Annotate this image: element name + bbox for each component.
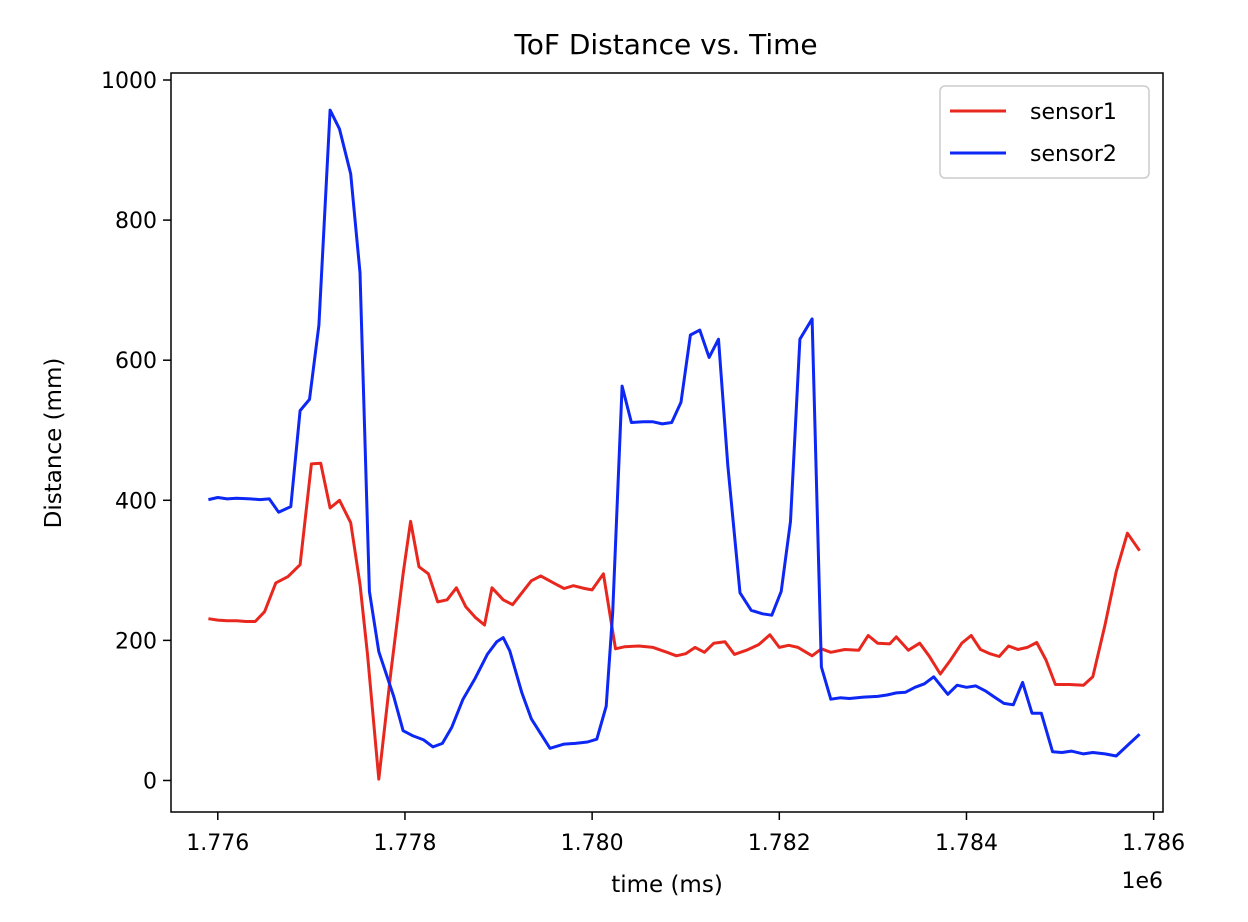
legend-box [939,85,1150,179]
y-tick-label: 800 [115,209,157,234]
legend-label-sensor2: sensor2 [1030,142,1117,167]
y-tick-label: 1000 [101,69,157,94]
y-axis-label: Distance (mm) [41,358,67,529]
y-tick-label: 400 [115,489,157,514]
series-line-sensor2 [208,108,1141,758]
y-tick-label: 600 [115,349,157,374]
x-axis-ticks: 1.776 1.778 1.780 1.782 1.784 1.786 [186,812,1185,856]
x-axis-label: time (ms) [611,872,723,898]
plot-lines [208,108,1141,781]
x-offset-label: 1e6 [1121,869,1163,894]
x-tick-label: 1.778 [373,831,436,856]
series-line-sensor1 [208,461,1141,781]
y-tick-label: 0 [143,769,157,794]
x-tick-label: 1.786 [1122,831,1185,856]
x-tick-label: 1.776 [186,831,249,856]
chart-title: ToF Distance vs. Time [513,28,817,61]
legend: sensor1 sensor2 [939,85,1150,179]
plot-frame [170,72,1164,813]
y-tick-label: 200 [115,629,157,654]
x-tick-label: 1.784 [935,831,998,856]
x-tick-label: 1.782 [748,831,811,856]
legend-label-sensor1: sensor1 [1030,100,1117,125]
x-tick-label: 1.780 [561,831,624,856]
y-axis-ticks: 0 200 400 600 800 1000 [101,69,171,794]
